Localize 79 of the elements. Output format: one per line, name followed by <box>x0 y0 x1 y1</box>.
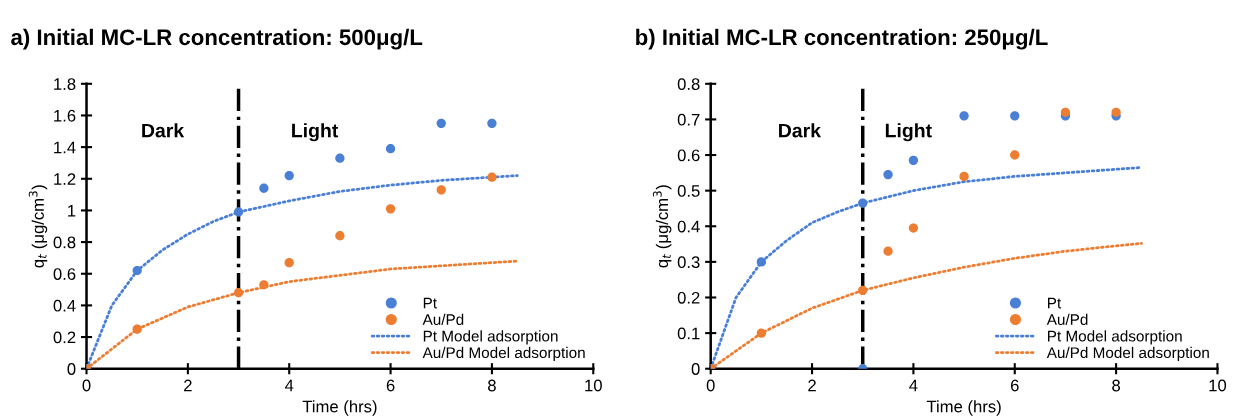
point <box>959 111 969 121</box>
y-tick-label: 0 <box>691 363 700 375</box>
legend-label: Pt Model adsorption <box>1048 330 1182 345</box>
y-tick-label: 1.6 <box>54 109 76 122</box>
point <box>883 246 893 256</box>
point <box>959 171 969 182</box>
x-tick-label: 6 <box>1010 379 1019 392</box>
point <box>233 207 244 217</box>
x-tick-label: 4 <box>284 379 294 392</box>
point <box>132 265 142 276</box>
chart-title: b) Initial MC-LR concentration: 250μg/L <box>636 28 1048 50</box>
point <box>335 231 345 241</box>
point <box>132 324 142 334</box>
y-tick-label: 0.8 <box>677 78 700 90</box>
x-tick-label: 10 <box>585 379 602 392</box>
point <box>883 169 893 180</box>
y-tick-label: 0.1 <box>677 327 700 340</box>
annotation: Light <box>292 123 339 142</box>
point <box>858 198 868 208</box>
point <box>487 172 497 182</box>
y-tick-label: 0.2 <box>53 331 76 344</box>
legend-label: Pt <box>1048 297 1062 309</box>
legend-label: Au/Pd Model adsorption <box>1046 346 1209 362</box>
x-axis-title: Time (hrs) <box>302 400 377 416</box>
point <box>487 118 497 129</box>
point <box>1010 111 1020 121</box>
y-tick-label: 0.2 <box>677 291 700 304</box>
point <box>385 204 396 214</box>
annotation: Dark <box>142 123 185 138</box>
x-axis-title: Time (hrs) <box>926 400 1001 416</box>
point <box>1060 107 1071 117</box>
y-tick-label: 0.5 <box>677 185 700 197</box>
legend-label: Pt Model adsorption <box>423 330 558 345</box>
point <box>259 280 269 290</box>
legend-label: Pt <box>423 297 437 309</box>
x-tick-label: 0 <box>82 379 91 392</box>
legend-label: Au/Pd <box>422 313 464 325</box>
x-tick-label: 8 <box>1112 379 1121 392</box>
legend-label: Au/Pd Model adsorption <box>422 346 585 362</box>
y-tick-label: 0.6 <box>677 149 700 162</box>
y-tick-label: 0.8 <box>53 236 76 249</box>
point <box>1111 107 1121 117</box>
x-tick-label: 8 <box>488 379 496 392</box>
y-tick-label: 0.3 <box>677 256 700 269</box>
annotation: Light <box>885 123 932 142</box>
point <box>233 288 244 298</box>
point <box>335 153 345 163</box>
chart-title: a) Initial MC-LR concentration: 500μg/L <box>11 28 423 50</box>
y-tick-label: 1 <box>68 205 76 217</box>
y-tick-label: 0 <box>67 363 76 375</box>
x-tick-label: 4 <box>909 379 918 392</box>
point <box>436 185 446 195</box>
point <box>259 183 269 193</box>
point <box>1010 150 1020 160</box>
point <box>436 118 446 129</box>
y-tick-label: 0.7 <box>677 113 700 126</box>
legend-label: Au/Pd <box>1046 313 1088 325</box>
point <box>858 285 868 296</box>
x-tick-label: 2 <box>184 379 192 392</box>
annotation: Dark <box>779 123 822 138</box>
point <box>284 170 294 181</box>
y-tick-label: 1.2 <box>54 173 76 185</box>
y-tick-label: 1.4 <box>54 141 76 154</box>
y-tick-label: 0.4 <box>53 299 76 312</box>
y-tick-label: 0.4 <box>677 220 700 233</box>
x-tick-label: 10 <box>1209 379 1227 392</box>
point <box>284 258 294 268</box>
point <box>908 223 919 233</box>
point <box>756 257 767 267</box>
y-tick-label: 0.6 <box>53 268 76 280</box>
point <box>385 144 396 154</box>
point <box>756 328 767 338</box>
y-tick-label: 1.8 <box>54 78 76 90</box>
x-tick-label: 2 <box>808 379 816 392</box>
x-tick-label: 0 <box>706 379 715 392</box>
y-axis-title: q$_{t}$ (μg/cm$^{3}$) <box>652 185 672 268</box>
point <box>908 155 919 166</box>
y-axis-title: q$_{t}$ (μg/cm$^{3}$) <box>28 185 48 268</box>
x-tick-label: 6 <box>386 379 395 392</box>
